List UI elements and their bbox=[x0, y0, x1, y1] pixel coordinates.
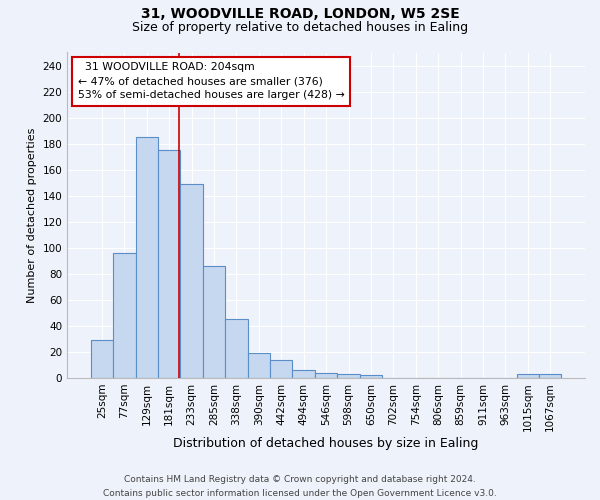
Bar bbox=[360, 376, 382, 378]
Bar bbox=[225, 320, 248, 378]
Text: 31, WOODVILLE ROAD, LONDON, W5 2SE: 31, WOODVILLE ROAD, LONDON, W5 2SE bbox=[140, 8, 460, 22]
Y-axis label: Number of detached properties: Number of detached properties bbox=[27, 128, 37, 303]
Bar bbox=[91, 340, 113, 378]
Bar bbox=[337, 374, 360, 378]
Bar bbox=[113, 253, 136, 378]
Bar bbox=[136, 137, 158, 378]
Bar bbox=[270, 360, 292, 378]
Bar bbox=[517, 374, 539, 378]
Bar bbox=[203, 266, 225, 378]
Bar bbox=[539, 374, 562, 378]
Text: Size of property relative to detached houses in Ealing: Size of property relative to detached ho… bbox=[132, 21, 468, 34]
Bar bbox=[248, 353, 270, 378]
Bar bbox=[158, 150, 181, 378]
Bar bbox=[181, 184, 203, 378]
Bar bbox=[292, 370, 315, 378]
Text: 31 WOODVILLE ROAD: 204sqm  
← 47% of detached houses are smaller (376)
53% of se: 31 WOODVILLE ROAD: 204sqm ← 47% of detac… bbox=[77, 62, 344, 100]
X-axis label: Distribution of detached houses by size in Ealing: Distribution of detached houses by size … bbox=[173, 437, 479, 450]
Text: Contains HM Land Registry data © Crown copyright and database right 2024.
Contai: Contains HM Land Registry data © Crown c… bbox=[103, 476, 497, 498]
Bar bbox=[315, 373, 337, 378]
